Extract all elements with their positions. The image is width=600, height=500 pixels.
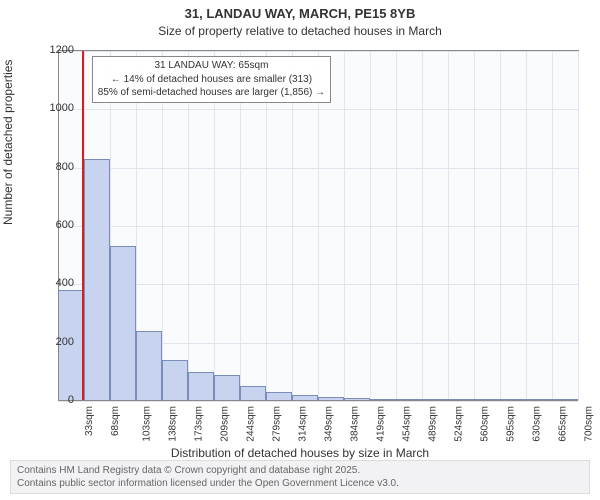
histogram-bar bbox=[240, 386, 266, 401]
x-gridline bbox=[214, 51, 215, 401]
x-tick-label: 419sqm bbox=[376, 406, 387, 442]
reference-line bbox=[82, 51, 84, 401]
x-gridline bbox=[396, 51, 397, 401]
histogram-bar bbox=[214, 375, 240, 401]
x-tick-label: 33sqm bbox=[84, 406, 95, 436]
x-tick-label: 209sqm bbox=[220, 406, 231, 442]
x-tick-label: 244sqm bbox=[246, 406, 257, 442]
x-gridline bbox=[578, 51, 579, 401]
x-gridline bbox=[552, 51, 553, 401]
x-gridline bbox=[188, 51, 189, 401]
y-tick-label: 600 bbox=[34, 219, 74, 231]
y-gridline bbox=[58, 401, 578, 402]
y-tick-label: 200 bbox=[34, 336, 74, 348]
y-tick-label: 400 bbox=[34, 277, 74, 289]
histogram-bar bbox=[162, 360, 188, 401]
x-tick-label: 138sqm bbox=[168, 406, 179, 442]
x-gridline bbox=[500, 51, 501, 401]
x-gridline bbox=[240, 51, 241, 401]
x-axis-line bbox=[58, 400, 578, 401]
x-gridline bbox=[474, 51, 475, 401]
annotation-box: 31 LANDAU WAY: 65sqm← 14% of detached ho… bbox=[92, 56, 331, 103]
annotation-line-2: ← 14% of detached houses are smaller (31… bbox=[98, 73, 325, 87]
chart-title-sub: Size of property relative to detached ho… bbox=[0, 24, 600, 38]
chart-container: 31, LANDAU WAY, MARCH, PE15 8YB Size of … bbox=[0, 0, 600, 500]
y-tick-label: 1000 bbox=[34, 102, 74, 114]
x-tick-label: 595sqm bbox=[506, 406, 517, 442]
x-axis-label: Distribution of detached houses by size … bbox=[0, 446, 600, 460]
x-tick-label: 279sqm bbox=[272, 406, 283, 442]
footer-line-2: Contains public sector information licen… bbox=[17, 477, 583, 490]
annotation-line-3: 85% of semi-detached houses are larger (… bbox=[98, 86, 325, 100]
y-tick-label: 0 bbox=[34, 394, 74, 406]
x-gridline bbox=[422, 51, 423, 401]
x-gridline bbox=[318, 51, 319, 401]
x-tick-label: 314sqm bbox=[298, 406, 309, 442]
y-tick-label: 800 bbox=[34, 161, 74, 173]
plot-area: 31 LANDAU WAY: 65sqm← 14% of detached ho… bbox=[58, 50, 579, 401]
chart-title-main: 31, LANDAU WAY, MARCH, PE15 8YB bbox=[0, 6, 600, 21]
x-gridline bbox=[526, 51, 527, 401]
x-tick-label: 349sqm bbox=[324, 406, 335, 442]
x-tick-label: 630sqm bbox=[532, 406, 543, 442]
x-tick-label: 665sqm bbox=[558, 406, 569, 442]
x-gridline bbox=[448, 51, 449, 401]
x-tick-label: 524sqm bbox=[454, 406, 465, 442]
histogram-bar bbox=[84, 159, 110, 401]
x-tick-label: 454sqm bbox=[402, 406, 413, 442]
x-tick-label: 103sqm bbox=[142, 406, 153, 442]
x-tick-label: 173sqm bbox=[194, 406, 205, 442]
x-tick-label: 700sqm bbox=[584, 406, 595, 442]
footer-attribution: Contains HM Land Registry data © Crown c… bbox=[10, 460, 590, 494]
y-tick-label: 1200 bbox=[34, 44, 74, 56]
x-gridline bbox=[344, 51, 345, 401]
footer-line-1: Contains HM Land Registry data © Crown c… bbox=[17, 464, 583, 477]
histogram-bar bbox=[136, 331, 162, 401]
x-tick-label: 384sqm bbox=[350, 406, 361, 442]
x-tick-label: 489sqm bbox=[428, 406, 439, 442]
y-axis-label: Number of detached properties bbox=[1, 60, 15, 225]
x-gridline bbox=[266, 51, 267, 401]
x-gridline bbox=[292, 51, 293, 401]
histogram-bar bbox=[110, 246, 136, 401]
x-gridline bbox=[162, 51, 163, 401]
histogram-bar bbox=[188, 372, 214, 401]
x-tick-label: 560sqm bbox=[480, 406, 491, 442]
x-tick-label: 68sqm bbox=[110, 406, 121, 436]
x-gridline bbox=[370, 51, 371, 401]
annotation-line-1: 31 LANDAU WAY: 65sqm bbox=[98, 59, 325, 73]
